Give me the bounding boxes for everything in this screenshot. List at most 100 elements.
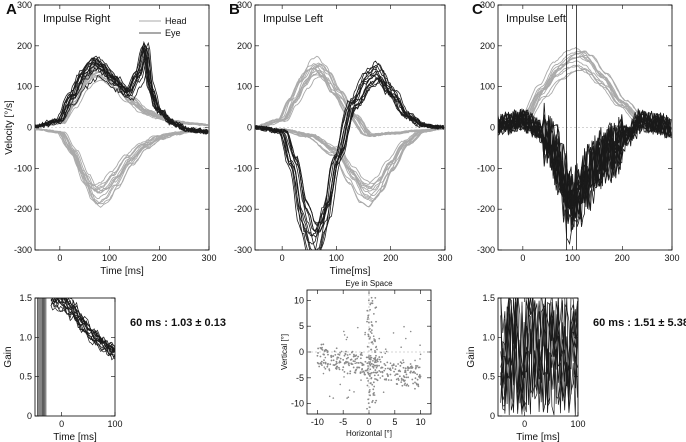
scatter-point <box>320 343 323 346</box>
scatter-point <box>387 367 389 370</box>
scatter-point <box>366 309 369 312</box>
scatter-point <box>348 362 350 364</box>
scatter-point <box>317 362 320 365</box>
scatter-point <box>409 363 412 365</box>
trace-eye-line <box>498 109 672 232</box>
scatter-point <box>319 355 322 358</box>
scatter-point <box>404 371 407 374</box>
scatter-point <box>324 367 327 370</box>
scatter-point <box>332 355 334 358</box>
scatter-point <box>369 361 372 363</box>
scatter-point <box>361 371 364 373</box>
scatter-point <box>370 321 373 323</box>
trace-eye-line <box>255 74 445 237</box>
scatter-point <box>384 348 387 350</box>
scatter-point <box>369 358 372 361</box>
y-tick-label: -5 <box>296 373 304 383</box>
scatter-point <box>371 399 374 402</box>
scatter-point <box>369 394 371 397</box>
scatter-title: Eye in Space <box>345 279 393 288</box>
y-tick-label: 0 <box>299 347 304 357</box>
y-tick-label: 5 <box>299 321 304 331</box>
scatter-point <box>375 345 378 348</box>
scatter-point <box>367 299 370 302</box>
scatter-point <box>325 349 328 351</box>
trace-eye-line <box>498 109 672 228</box>
scatter-point <box>366 371 369 374</box>
scatter-point <box>379 371 382 373</box>
scatter-point <box>343 334 346 336</box>
scatter-point <box>374 369 377 371</box>
scatter-point <box>381 370 384 373</box>
scatter-point <box>369 336 371 338</box>
scatter-point <box>414 377 417 380</box>
scatter-point <box>351 350 354 353</box>
scatter-point <box>343 330 345 333</box>
y-tick-label: 0 <box>247 123 252 133</box>
x-tick-label: -5 <box>339 417 347 427</box>
axes-frame <box>34 297 116 417</box>
scatter-point <box>371 300 374 302</box>
y-tick-label: 1.0 <box>19 332 32 342</box>
scatter-point <box>343 354 346 357</box>
scatter-point <box>373 374 376 377</box>
scatter-point <box>368 355 370 357</box>
scatter-point <box>344 353 347 356</box>
y-tick-label: -100 <box>14 163 32 173</box>
scatter-point <box>345 357 348 360</box>
gain-trace-line <box>50 302 115 360</box>
y-tick-label: -100 <box>234 163 252 173</box>
scatter-point <box>362 370 365 373</box>
scatter-point <box>333 350 336 353</box>
scatter-point <box>347 356 349 359</box>
trace-eye-line <box>255 77 445 232</box>
panel-a: A 0 100 200 300 -300 -200 -100 0 100 200 300 Impulse… <box>4 0 217 277</box>
x-tick-label: 300 <box>664 253 679 263</box>
gain-trace-line <box>500 298 578 415</box>
scatter-point <box>383 378 386 381</box>
scatter-point <box>374 361 376 364</box>
scatter-point <box>367 356 369 359</box>
scatter-point <box>345 350 347 353</box>
scatter-point <box>322 353 325 356</box>
scatter-point <box>376 348 378 351</box>
scatter-point <box>336 362 338 365</box>
scatter-point <box>417 385 420 388</box>
scatter-point <box>342 366 345 369</box>
panel-title: Impulse Left <box>263 13 323 25</box>
gain-trace-line <box>50 301 115 358</box>
y-tick-label: -300 <box>234 245 252 255</box>
scatter-point <box>381 366 384 369</box>
scatter-point <box>386 361 389 364</box>
scatter-point <box>394 368 397 371</box>
scatter-point <box>343 376 345 378</box>
panel-label: A <box>6 1 17 18</box>
scatter-point <box>407 376 410 379</box>
scatter-point <box>330 356 333 359</box>
y-tick-label: -200 <box>234 204 252 214</box>
scatter-point <box>370 356 373 359</box>
panel-label: B <box>229 1 240 18</box>
scatter-point <box>370 302 373 305</box>
scatter-point <box>329 363 332 366</box>
trace-head-mirrored--line <box>255 126 445 203</box>
scatter-point <box>336 358 338 360</box>
scatter-point <box>339 351 341 354</box>
scatter-point <box>397 377 400 380</box>
trace-eye-line <box>498 109 672 221</box>
scatter-point <box>372 392 375 395</box>
scatter-point <box>380 351 382 354</box>
scatter-point <box>381 375 384 377</box>
scatter-point <box>417 366 420 369</box>
trace-head-mirrored--line <box>35 128 209 194</box>
scatter-point <box>416 373 419 376</box>
scatter-point <box>400 346 402 348</box>
panel-b: B 0 100 200 300 -300 -200 -100 0 100 200 300 Impulse… <box>229 0 453 277</box>
scatter-point <box>415 366 417 369</box>
scatter-point <box>392 363 395 366</box>
scatter-point <box>395 365 397 368</box>
scatter-point <box>339 361 342 364</box>
scatter-point <box>400 379 403 381</box>
scatter-point <box>376 358 379 361</box>
scatter-point <box>356 361 358 364</box>
